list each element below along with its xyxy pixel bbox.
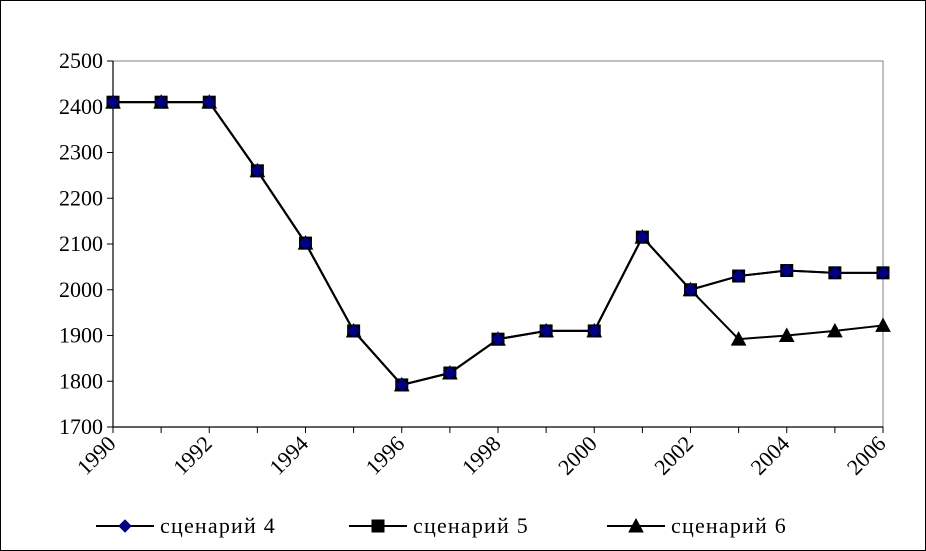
x-tick-label: 2006 <box>842 431 891 480</box>
legend-label: сценарий 5 <box>413 513 529 538</box>
data-point <box>827 322 843 338</box>
y-axis: 1700 1800 1900 2000 2100 2200 2300 2400 2500 <box>59 48 114 439</box>
plot-border <box>112 60 884 428</box>
x-tick-label: 1998 <box>457 431 506 480</box>
series-2 <box>106 95 890 392</box>
data-point <box>106 95 120 109</box>
data-point <box>875 317 891 332</box>
series-group <box>105 94 891 392</box>
series-3 <box>105 94 891 392</box>
data-point <box>587 324 601 338</box>
data-point <box>202 95 216 109</box>
y-tick-label: 2200 <box>59 185 103 210</box>
data-point <box>154 95 168 109</box>
y-tick-label: 2500 <box>59 48 103 73</box>
y-tick-label: 1800 <box>59 368 103 393</box>
data-point <box>683 283 698 297</box>
data-point <box>539 324 553 338</box>
x-tick-label: 1996 <box>360 431 409 480</box>
data-point <box>491 332 505 346</box>
y-tick-label: 2300 <box>59 140 103 165</box>
data-point <box>395 378 409 392</box>
legend-marker <box>628 517 644 533</box>
y-tick-label: 1700 <box>59 414 103 439</box>
data-point <box>876 266 890 280</box>
plot-area <box>112 60 884 428</box>
legend-label: сценарий 4 <box>160 513 276 538</box>
legend-label: сценарий 6 <box>671 513 787 538</box>
data-point <box>250 164 265 178</box>
y-tick-label: 2000 <box>59 277 103 302</box>
legend-item: сценарий 6 <box>607 513 787 538</box>
x-tick-label: 2000 <box>553 431 602 480</box>
data-point <box>635 230 650 244</box>
y-tick-label: 1900 <box>59 323 103 348</box>
x-tick-label: 1992 <box>168 431 217 480</box>
legend-marker <box>371 519 385 533</box>
data-point <box>346 324 361 338</box>
x-tick-label: 2004 <box>745 431 794 480</box>
y-tick-label: 2100 <box>59 231 103 256</box>
x-axis: 1990 1992 1994 1996 1998 2000 2002 2004 2006 <box>72 426 891 480</box>
data-point <box>443 366 457 380</box>
data-point <box>731 269 746 283</box>
y-tick-label: 2400 <box>59 94 103 119</box>
data-point <box>730 331 747 346</box>
legend-item: сценарий 4 <box>96 513 276 538</box>
legend: сценарий 4 сценарий 5 сценарий 6 <box>96 513 787 538</box>
x-tick-label: 1994 <box>264 431 313 480</box>
data-point <box>780 263 794 278</box>
legend-marker <box>118 519 132 533</box>
data-point <box>298 236 313 250</box>
data-point <box>778 327 795 342</box>
series-1 <box>106 95 890 392</box>
data-point <box>828 266 842 280</box>
legend-item: сценарий 5 <box>349 513 529 538</box>
x-tick-label: 2002 <box>649 431 698 480</box>
